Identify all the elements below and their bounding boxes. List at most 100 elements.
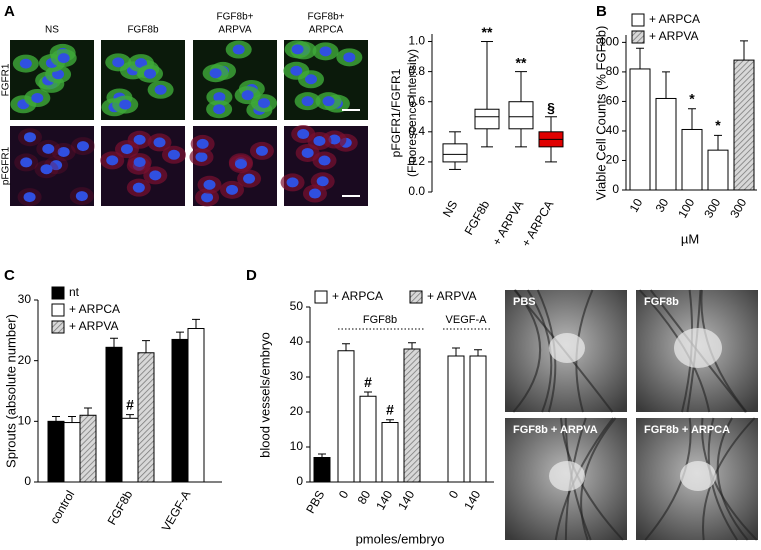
x-tick-label: FGF8b xyxy=(105,488,136,528)
y-tick-label: 0.0 xyxy=(408,184,425,198)
legend-swatch xyxy=(409,290,423,304)
group-label: VEGF-A xyxy=(446,314,488,326)
y-axis-label: (Fluorescence Intensity) xyxy=(405,49,419,177)
nucleus xyxy=(286,177,299,188)
x-tick-label: 140 xyxy=(373,488,395,513)
error-bar xyxy=(84,407,92,416)
annotation: * xyxy=(715,117,721,133)
nucleus xyxy=(120,144,133,155)
nucleus xyxy=(308,188,321,199)
nucleus xyxy=(40,164,53,175)
legend-swatch xyxy=(51,303,65,317)
y-tick-label: 1.0 xyxy=(408,34,425,48)
nucleus xyxy=(112,57,125,68)
x-tick-label: FGF8b xyxy=(462,198,493,238)
nucleus xyxy=(203,179,216,190)
bar xyxy=(733,59,755,191)
nucleus xyxy=(31,93,44,104)
bar xyxy=(171,338,189,483)
annotation: # xyxy=(386,401,394,417)
nucleus xyxy=(201,192,214,203)
x-tick-label: PBS xyxy=(303,488,327,516)
nucleus xyxy=(149,170,162,181)
error-bar xyxy=(176,331,184,340)
error-bar xyxy=(386,419,394,423)
nucleus xyxy=(50,160,63,171)
bar xyxy=(337,350,355,483)
error-bar xyxy=(452,347,460,356)
nucleus xyxy=(23,192,36,203)
error-bar xyxy=(126,414,134,419)
x-tick-label: VEGF-A xyxy=(159,488,193,534)
bar xyxy=(629,68,651,191)
annotation: # xyxy=(126,396,134,412)
y-tick-label: 30 xyxy=(290,369,304,383)
error-bar xyxy=(636,47,644,69)
legend-label: + ARPCA xyxy=(69,302,120,316)
y-tick-label: 80 xyxy=(606,64,620,78)
error-bar xyxy=(364,391,372,397)
nucleus xyxy=(226,184,239,195)
nucleus xyxy=(258,98,271,109)
box xyxy=(442,143,468,163)
nucleus xyxy=(20,157,33,168)
nucleus xyxy=(42,143,55,154)
bar xyxy=(313,457,331,483)
nucleus xyxy=(119,99,132,110)
nucleus xyxy=(305,74,318,85)
nucleus xyxy=(132,182,145,193)
photo-label: PBS xyxy=(513,296,536,308)
y-tick-label: 100 xyxy=(599,35,619,49)
bar xyxy=(187,328,205,483)
nucleus xyxy=(19,58,32,69)
row-label: FGFR1 xyxy=(1,63,12,96)
error-bar xyxy=(740,40,748,61)
nucleus xyxy=(241,90,254,101)
nucleus xyxy=(57,146,70,157)
photo-label: FGF8b + ARPVA xyxy=(513,424,598,436)
box xyxy=(474,108,500,130)
bar xyxy=(105,346,123,483)
nucleus xyxy=(52,69,65,80)
bar xyxy=(63,422,81,483)
nucleus xyxy=(301,147,314,158)
legend-swatch xyxy=(631,30,645,44)
nucleus xyxy=(195,152,208,163)
bar xyxy=(79,414,97,483)
y-tick-label: 0.4 xyxy=(408,124,425,138)
y-tick-label: 40 xyxy=(290,334,304,348)
y-tick-label: 20 xyxy=(606,153,620,167)
bar xyxy=(447,355,465,483)
implant xyxy=(680,461,716,491)
legend-label: + ARPCA xyxy=(332,289,383,303)
vessel xyxy=(512,289,542,413)
x-tick-label: NS xyxy=(440,198,460,219)
error-bar xyxy=(68,415,76,423)
legend-swatch xyxy=(51,286,65,300)
error-bar xyxy=(714,134,722,151)
y-tick-label: 40 xyxy=(606,123,620,137)
nucleus xyxy=(209,68,222,79)
bar xyxy=(707,149,729,191)
legend-label: nt xyxy=(69,285,80,299)
x-tick-label: 0 xyxy=(446,488,462,501)
nucleus xyxy=(301,96,314,107)
nucleus xyxy=(232,44,245,55)
y-tick-label: 0.8 xyxy=(408,64,425,78)
photo-label: FGF8b xyxy=(644,296,679,308)
nucleus xyxy=(106,155,119,166)
nucleus xyxy=(133,134,146,145)
nucleus xyxy=(135,58,148,69)
column-label: ARPCA xyxy=(309,25,344,36)
nucleus xyxy=(291,44,304,55)
x-tick-label: 140 xyxy=(461,488,483,513)
x-tick-label: control xyxy=(47,488,77,526)
annotation: # xyxy=(364,374,372,390)
nucleus xyxy=(153,137,166,148)
legend-swatch xyxy=(631,13,645,27)
y-axis-label: Viable Cell Counts (% FGF8b) xyxy=(593,26,608,201)
legend-swatch xyxy=(51,320,65,334)
bar xyxy=(137,352,155,483)
